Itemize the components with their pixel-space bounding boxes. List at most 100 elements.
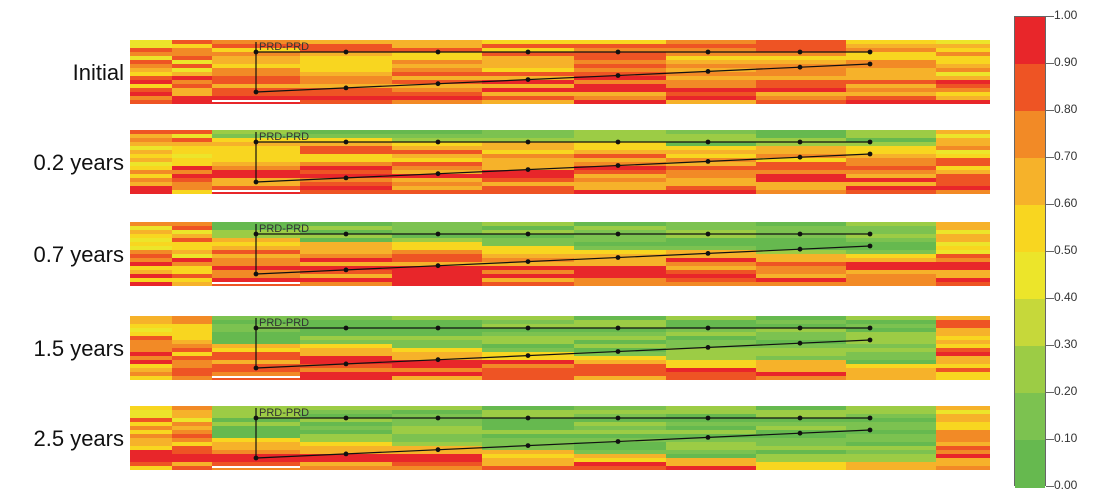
saturation-cell — [130, 356, 173, 361]
saturation-cell — [846, 328, 937, 333]
saturation-cell — [666, 320, 757, 325]
colorbar-swatch — [1015, 252, 1045, 300]
saturation-cell — [130, 422, 173, 427]
saturation-cell — [846, 48, 937, 53]
saturation-cell — [392, 438, 483, 443]
saturation-cell — [666, 372, 757, 377]
well-label: PRD-PRD — [259, 223, 309, 235]
well-node — [867, 337, 873, 343]
saturation-cell — [936, 430, 990, 435]
saturation-cell — [756, 226, 847, 231]
saturation-cell — [172, 88, 213, 93]
saturation-cell — [666, 274, 757, 279]
saturation-cell — [756, 270, 847, 275]
saturation-cell — [666, 48, 757, 53]
saturation-cell — [666, 234, 757, 239]
saturation-cell — [130, 442, 173, 447]
saturation-cell — [936, 332, 990, 337]
saturation-cell — [300, 372, 393, 377]
well-node — [253, 415, 259, 421]
saturation-cell — [300, 170, 393, 175]
saturation-cell — [172, 158, 213, 163]
saturation-cell — [756, 178, 847, 183]
saturation-cell — [666, 316, 757, 321]
saturation-cell — [936, 426, 990, 431]
saturation-cell — [300, 158, 393, 163]
saturation-cell — [756, 368, 847, 373]
saturation-cell — [300, 246, 393, 251]
saturation-map: PRD-PRD — [130, 222, 990, 286]
saturation-cell — [130, 80, 173, 85]
saturation-cell — [756, 150, 847, 155]
saturation-cell — [300, 356, 393, 361]
saturation-cell — [846, 92, 937, 97]
saturation-cell — [392, 174, 483, 179]
saturation-cell — [936, 282, 990, 286]
saturation-cell — [666, 414, 757, 419]
saturation-cell — [172, 466, 213, 470]
saturation-cell — [172, 316, 213, 321]
saturation-cell — [666, 418, 757, 423]
saturation-cell — [846, 254, 937, 259]
saturation-cell — [172, 130, 213, 135]
saturation-cell — [574, 230, 667, 235]
saturation-cell — [172, 134, 213, 139]
saturation-cell — [574, 40, 667, 45]
saturation-cell — [756, 356, 847, 361]
saturation-cell — [482, 356, 575, 361]
saturation-cell — [482, 154, 575, 159]
well-node — [525, 443, 531, 448]
saturation-cell — [300, 422, 393, 427]
saturation-cell — [130, 234, 173, 239]
well-node — [253, 231, 259, 237]
saturation-cell — [574, 178, 667, 183]
well-node — [615, 415, 621, 421]
saturation-cell — [846, 458, 937, 463]
saturation-cell — [756, 84, 847, 89]
saturation-cell — [482, 266, 575, 271]
saturation-cell — [846, 414, 937, 419]
saturation-cell — [756, 466, 847, 470]
saturation-cell — [846, 60, 937, 65]
saturation-cell — [574, 80, 667, 85]
saturation-cell — [846, 178, 937, 183]
saturation-cell — [130, 154, 173, 159]
saturation-cell — [846, 336, 937, 341]
saturation-cell — [574, 406, 667, 411]
saturation-cell — [392, 258, 483, 263]
colorbar-tick-label: 0.70 — [1054, 149, 1078, 163]
well-node — [797, 231, 803, 237]
saturation-cell — [482, 254, 575, 259]
saturation-cell — [846, 410, 937, 415]
saturation-cell — [936, 166, 990, 171]
saturation-cell — [130, 182, 173, 187]
saturation-cell — [756, 458, 847, 463]
saturation-cell — [936, 60, 990, 65]
saturation-cell — [574, 352, 667, 357]
saturation-cell — [846, 226, 937, 231]
panel-time-label: 0.2 years — [33, 150, 125, 175]
saturation-cell — [666, 246, 757, 251]
saturation-map: PRD-PRD — [130, 40, 990, 104]
saturation-cell — [212, 186, 301, 191]
saturation-cell — [172, 64, 213, 69]
saturation-cell — [846, 134, 937, 139]
saturation-cell — [130, 92, 173, 97]
saturation-cell — [172, 376, 213, 380]
saturation-cell — [846, 238, 937, 243]
saturation-cell — [666, 52, 757, 57]
well-node — [525, 415, 531, 421]
saturation-cell — [130, 332, 173, 337]
saturation-cell — [392, 178, 483, 183]
saturation-cell — [756, 446, 847, 451]
saturation-cell — [172, 320, 213, 325]
saturation-cell — [482, 466, 575, 470]
saturation-cell — [936, 372, 990, 377]
well-node — [867, 151, 873, 157]
saturation-cell — [574, 364, 667, 369]
saturation-cell — [482, 438, 575, 443]
saturation-cell — [666, 222, 757, 227]
saturation-cell — [846, 266, 937, 271]
saturation-cell — [574, 146, 667, 151]
saturation-cell — [482, 376, 575, 380]
